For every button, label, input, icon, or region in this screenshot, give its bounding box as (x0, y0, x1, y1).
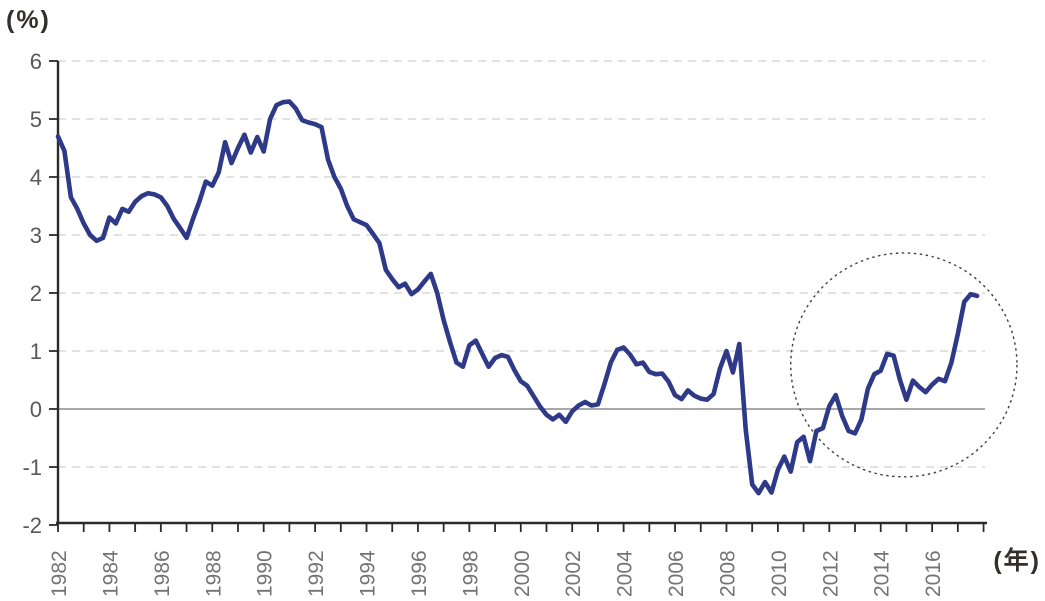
x-tick-label: 1982 (48, 550, 71, 597)
y-tick-label: 3 (30, 223, 42, 248)
y-tick-label: 5 (30, 107, 42, 132)
y-tick-label: 1 (30, 339, 42, 364)
x-tick-label: 1994 (357, 550, 380, 597)
x-tick-label: 1996 (408, 550, 431, 597)
y-tick-label: 6 (30, 49, 42, 74)
y-tick-label: 2 (30, 281, 42, 306)
x-tick-label: 2014 (871, 550, 894, 597)
x-tick-label: 1988 (202, 550, 225, 597)
x-tick-label: 1992 (305, 550, 328, 597)
x-tick-label: 2008 (716, 550, 739, 597)
highlight-circle (790, 252, 1018, 478)
x-tick-label: 1990 (254, 550, 277, 597)
x-tick-label: 1986 (151, 550, 174, 597)
x-tick-label: 2002 (562, 550, 585, 597)
y-tick-label: 4 (30, 165, 42, 190)
y-tick-label: -2 (22, 513, 42, 538)
x-tick-label: 2006 (665, 550, 688, 597)
y-axis-unit-label: (%) (6, 6, 51, 34)
y-tick-label: -1 (22, 455, 42, 480)
x-tick-label: 2010 (768, 550, 791, 597)
x-tick-label: 2004 (614, 550, 637, 597)
x-tick-label: 2000 (511, 550, 534, 597)
x-axis-unit-label: (年) (993, 547, 1041, 575)
x-tick-label: 1984 (99, 550, 122, 597)
y-tick-label: 0 (30, 397, 42, 422)
x-tick-label: 1998 (459, 550, 482, 597)
x-tick-label: 2016 (922, 550, 945, 597)
x-tick-label: 2012 (819, 550, 842, 597)
data-series-line (55, 99, 980, 496)
